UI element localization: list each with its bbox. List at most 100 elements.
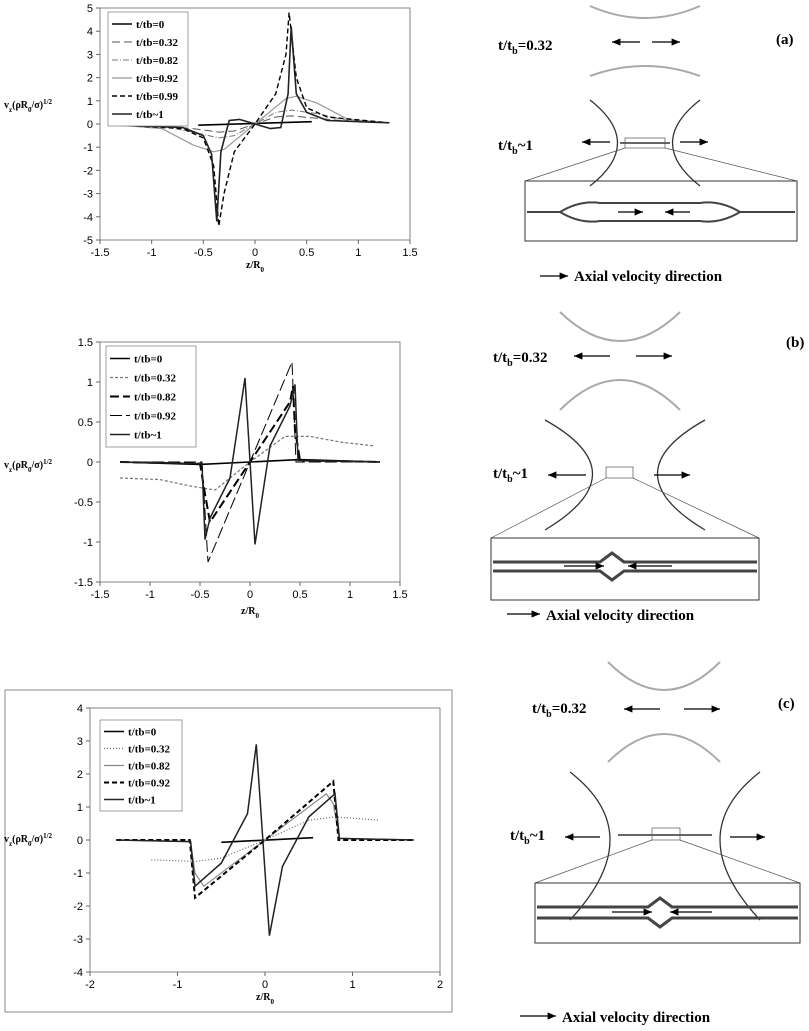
y-axis-label-part: 1/2 bbox=[43, 832, 52, 840]
panel-label: (a) bbox=[776, 32, 794, 48]
legend-label: t/tb=0 bbox=[128, 727, 157, 739]
time-label: t/tb~1 bbox=[510, 828, 545, 847]
y-tick-label: -1 bbox=[83, 142, 93, 154]
y-tick-label: -1 bbox=[73, 868, 83, 880]
interface-lower bbox=[589, 65, 701, 77]
diagram-a: t/tb=0.32 (a) t/tb~1 Axial velocity dire… bbox=[498, 5, 798, 285]
interface-lower bbox=[607, 733, 721, 763]
legend-label: t/tb~1 bbox=[128, 795, 156, 807]
y-tick-label: 3 bbox=[87, 49, 93, 61]
y-axis-label: vz(ρR0/σ)1/2 bbox=[4, 458, 53, 474]
data-line bbox=[119, 377, 381, 545]
time-label: t/tb=0.32 bbox=[532, 701, 587, 720]
y-tick-label: 3 bbox=[77, 736, 83, 748]
y-tick-label: 0 bbox=[87, 119, 93, 131]
neck-zoom bbox=[537, 896, 798, 929]
y-tick-label: -1.5 bbox=[74, 577, 93, 589]
y-axis-label-part: (ρR bbox=[12, 460, 29, 471]
x-tick-label: 0.5 bbox=[299, 247, 314, 259]
x-tick-label: 2 bbox=[437, 979, 443, 991]
x-axis-label: z/R0 bbox=[241, 606, 259, 620]
y-tick-label: 2 bbox=[77, 769, 83, 781]
chart-frame bbox=[4, 689, 453, 1013]
zoom-line bbox=[490, 477, 607, 539]
x-tick-label: 0.5 bbox=[292, 589, 307, 601]
y-axis-label-part: z bbox=[9, 106, 12, 114]
y-tick-label: 1 bbox=[87, 96, 93, 108]
zoom-panel bbox=[534, 882, 801, 944]
zoom-panel bbox=[524, 180, 798, 242]
x-axis-label-part: 0 bbox=[270, 998, 274, 1006]
legend-label: t/tb=0.92 bbox=[134, 411, 177, 423]
legend-label: t/tb=0.32 bbox=[128, 744, 171, 756]
zoom-box bbox=[651, 827, 681, 841]
interface-left bbox=[569, 771, 611, 921]
y-axis-label-part: 0 bbox=[28, 106, 32, 114]
y-tick-label: 2 bbox=[87, 73, 93, 85]
x-tick-label: -0.5 bbox=[191, 589, 210, 601]
y-tick-label: -4 bbox=[73, 967, 83, 979]
x-tick-label: -1 bbox=[173, 979, 183, 991]
y-axis-label-part: 0 bbox=[28, 466, 32, 474]
y-axis-label-part: z bbox=[9, 466, 12, 474]
data-line bbox=[120, 109, 390, 139]
interface-upper bbox=[589, 5, 701, 19]
interface-right bbox=[671, 99, 701, 187]
x-axis-label-part: z/R bbox=[246, 260, 261, 271]
x-axis-label-part: 0 bbox=[260, 266, 264, 274]
legend-label: t/tb~1 bbox=[134, 430, 162, 442]
x-tick-label: 0 bbox=[252, 247, 258, 259]
chart: -1.5 -1 -0.5 0 0.5 1 1.5 -1.5 -1 -0.5 0 0.5 1 1.5 vz(ρ… bbox=[4, 337, 408, 620]
x-tick-label: -1 bbox=[147, 247, 157, 259]
time-label: t/tb=0.32 bbox=[498, 38, 553, 57]
x-axis-label: z/R0 bbox=[256, 992, 274, 1006]
y-tick-label: 0 bbox=[87, 457, 93, 469]
y-tick-label: -5 bbox=[83, 235, 93, 247]
y-tick-label: -2 bbox=[83, 165, 93, 177]
legend-label: t/tb=0.82 bbox=[134, 392, 177, 404]
zoom-panel bbox=[490, 537, 760, 601]
x-tick-label: 1 bbox=[347, 589, 353, 601]
interface-right bbox=[656, 419, 706, 531]
legend-label: t/tb=0 bbox=[136, 19, 165, 31]
x-axis-label-part: 0 bbox=[255, 612, 259, 620]
caption: Axial velocity direction bbox=[546, 608, 695, 624]
y-axis-label-part: 1/2 bbox=[43, 98, 52, 106]
data-line bbox=[120, 26, 390, 222]
y-tick-label: 1 bbox=[77, 802, 83, 814]
y-tick-label: 4 bbox=[87, 26, 93, 38]
zoom-line bbox=[524, 147, 626, 182]
y-tick-label: 5 bbox=[87, 3, 93, 15]
time-label: t/tb=0.32 bbox=[493, 350, 548, 369]
zoom-line bbox=[679, 839, 801, 884]
y-tick-label: -4 bbox=[83, 212, 93, 224]
x-tick-label: -2 bbox=[85, 979, 95, 991]
y-tick-label: -1 bbox=[83, 537, 93, 549]
legend-label: t/tb=0.99 bbox=[136, 91, 179, 103]
y-axis-label: vz(ρR0/σ)1/2 bbox=[4, 98, 53, 114]
y-axis-label-part: (ρR bbox=[12, 834, 29, 845]
diagram-b: t/tb=0.32 (b) t/tb~1 Axial velocity dire… bbox=[490, 311, 804, 624]
zoom-line bbox=[534, 839, 653, 884]
legend-label: t/tb=0.82 bbox=[136, 55, 179, 67]
caption: Axial velocity direction bbox=[574, 269, 723, 285]
neck-zoom bbox=[493, 551, 757, 582]
y-tick-label: 1 bbox=[87, 377, 93, 389]
y-axis-label-part: v bbox=[4, 834, 9, 845]
y-tick-label: 1.5 bbox=[78, 337, 93, 349]
legend-label: t/tb=0.82 bbox=[128, 761, 171, 773]
x-tick-label: -0.5 bbox=[194, 247, 213, 259]
y-tick-label: -3 bbox=[73, 934, 83, 946]
neck-zoom bbox=[527, 201, 795, 223]
x-tick-label: 1 bbox=[349, 979, 355, 991]
interface-left bbox=[589, 99, 619, 187]
y-tick-label: -2 bbox=[73, 901, 83, 913]
panel-label: (c) bbox=[778, 696, 795, 712]
y-axis-label-part: /σ) bbox=[31, 100, 44, 111]
y-tick-label: 0.5 bbox=[78, 417, 93, 429]
zoom-box bbox=[624, 137, 666, 149]
legend-label: t/tb=0.92 bbox=[128, 778, 171, 790]
y-tick-label: -3 bbox=[83, 189, 93, 201]
